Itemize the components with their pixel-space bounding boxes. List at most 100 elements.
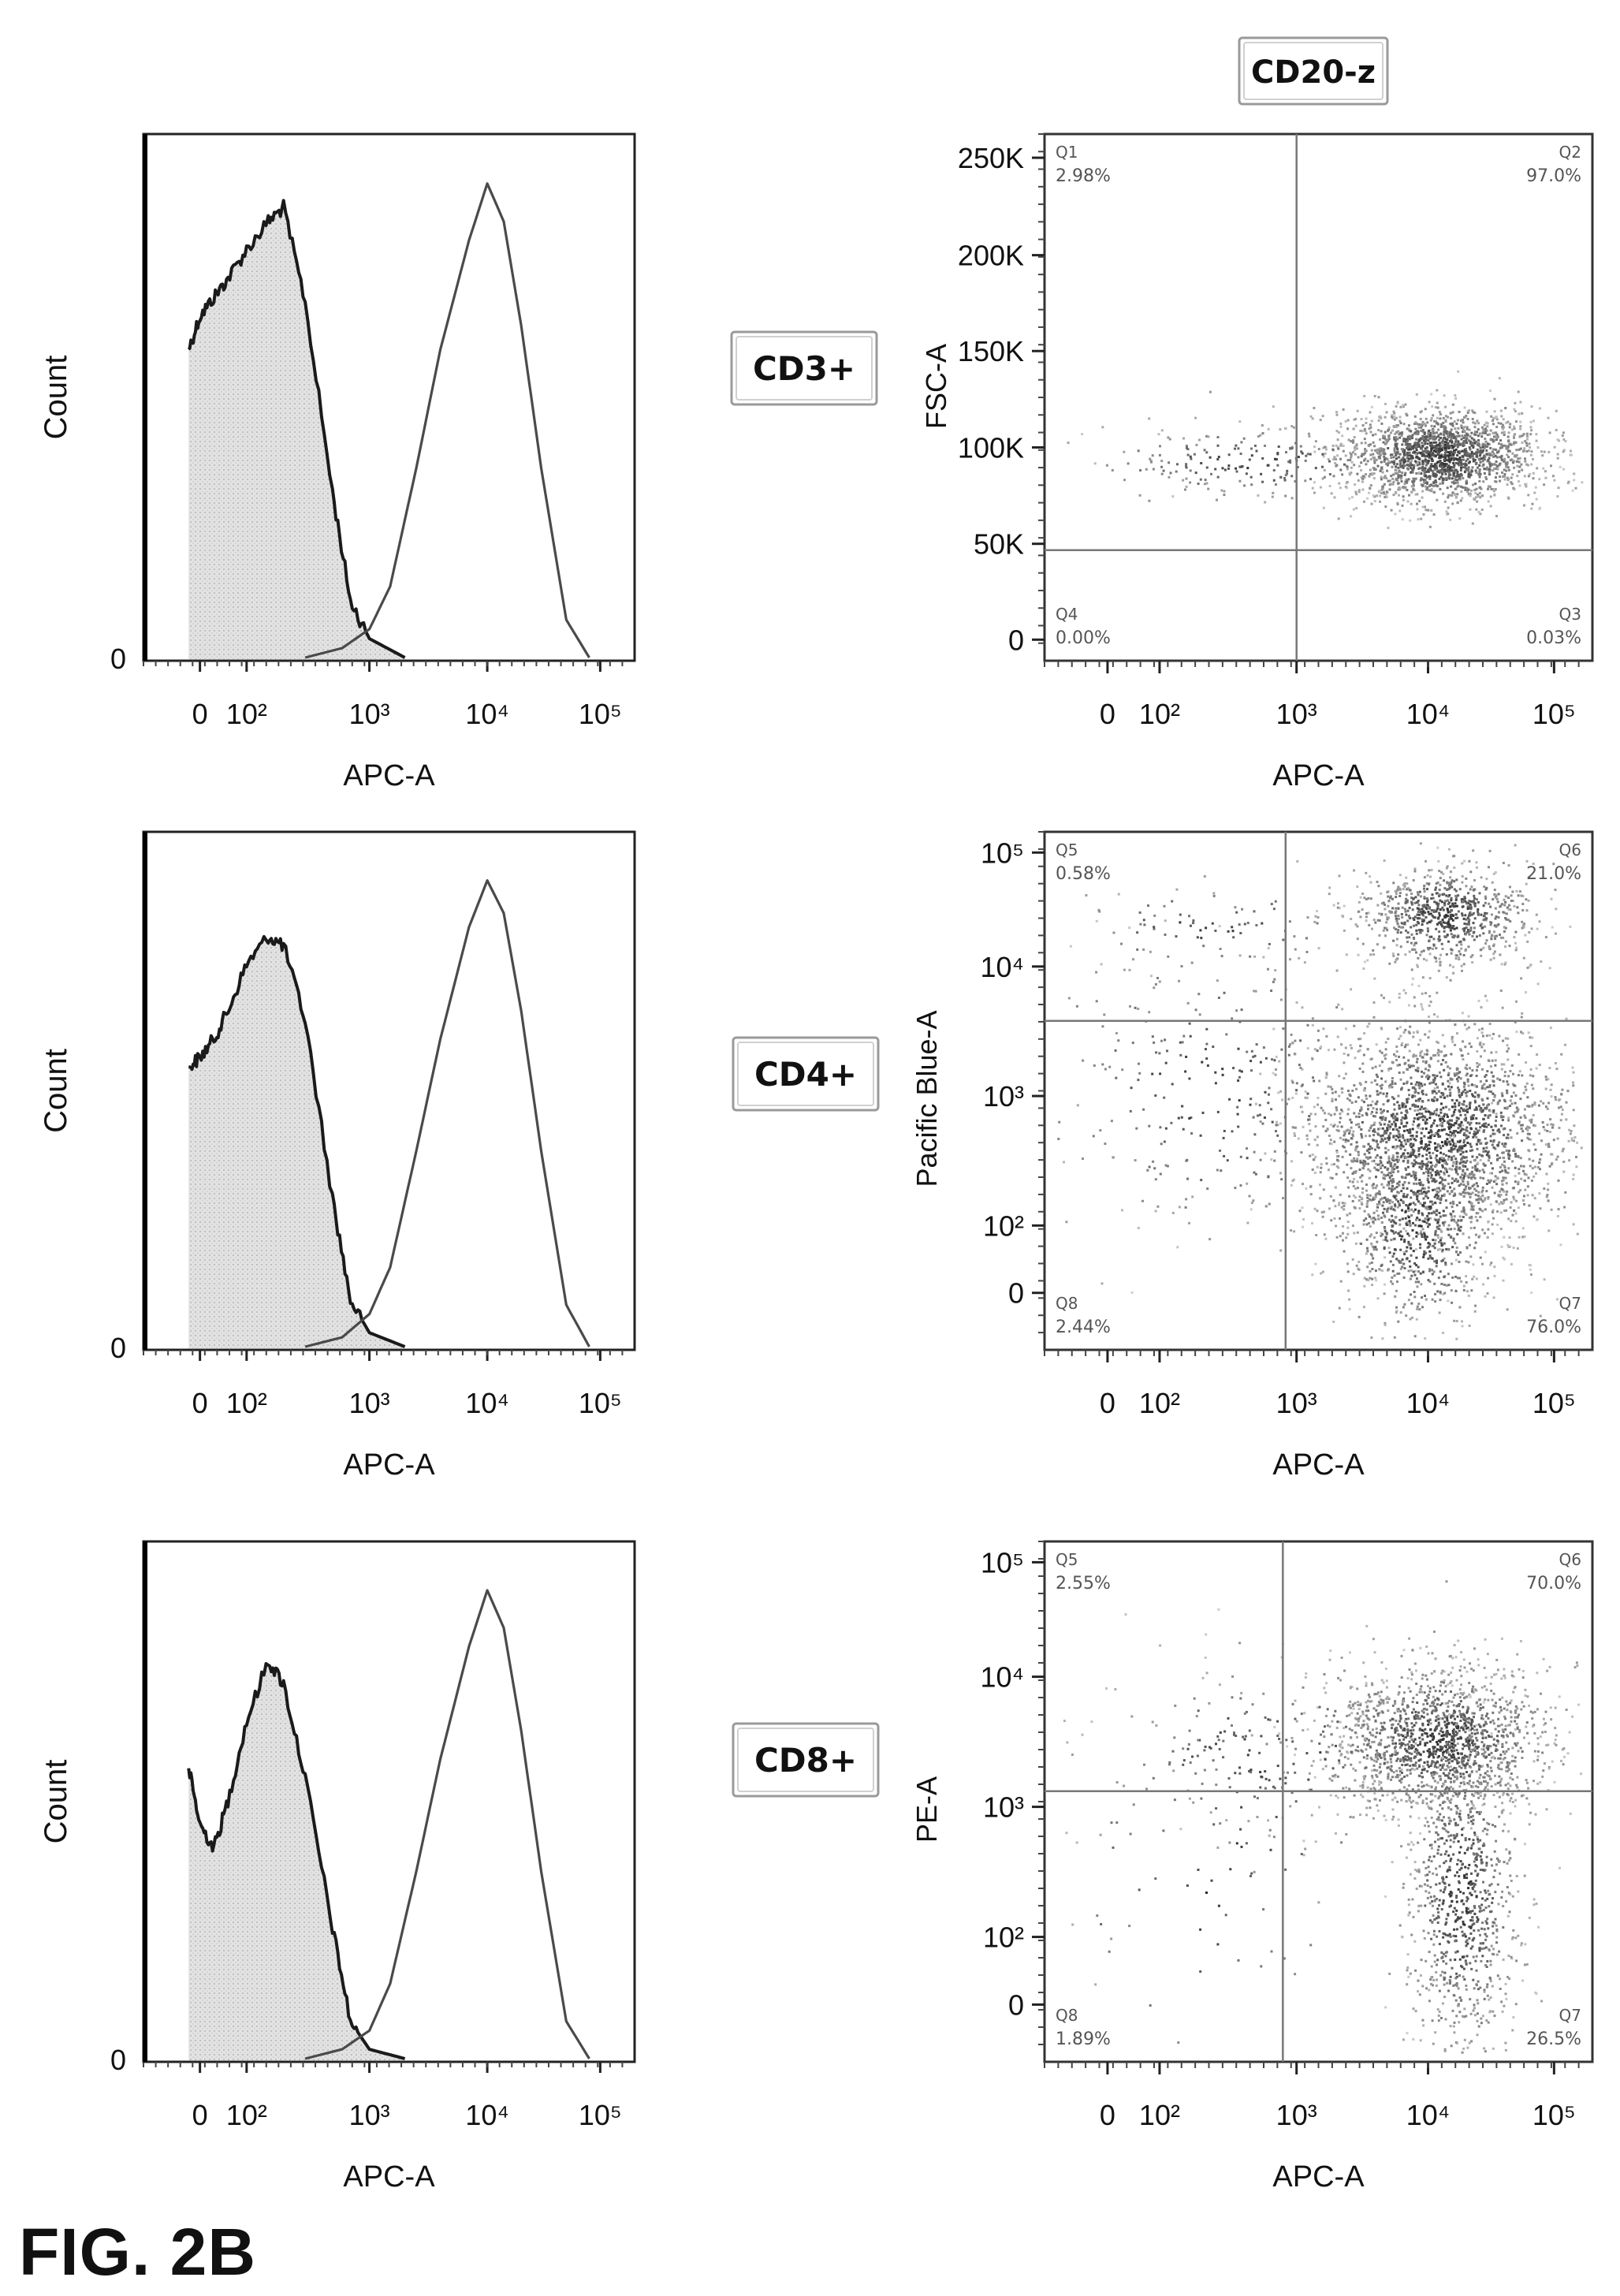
x-tick-label: 0 <box>192 2099 208 2131</box>
histogram-panel: 0 10² 10³ 10⁴ 10⁵ 0 APC-A Count <box>39 1540 636 2194</box>
row-label: CD4+ <box>754 1055 857 1094</box>
y-tick-label: 150K <box>958 335 1024 367</box>
y-tick-label: 250K <box>958 142 1024 174</box>
x-tick-label: 10⁵ <box>1532 698 1576 730</box>
quadrant-percent: 1.89% <box>1056 2030 1111 2049</box>
y-tick-label: 10² <box>983 1921 1024 1954</box>
x-tick-label: 10⁴ <box>1406 1387 1451 1419</box>
y-tick-label: 0 <box>1008 624 1024 656</box>
row-label-frame <box>732 1722 880 1798</box>
quadrant-name: Q7 <box>1559 1294 1581 1313</box>
dot-plot-panel: Q5 0.58% Q6 21.0% Q7 76.0% Q8 2.44% 0 10² 10³ 10⁴ 10… <box>911 830 1594 1482</box>
x-axis-label: APC-A <box>1272 759 1365 792</box>
row-label-inner-frame <box>736 336 873 401</box>
event-dots <box>1067 370 1584 529</box>
y-tick-label: 10² <box>983 1210 1024 1242</box>
y-tick-label: 0 <box>110 1332 126 1364</box>
row-label: CD3+ <box>753 349 855 388</box>
row-label-frame <box>732 1036 880 1112</box>
y-tick-label: 10³ <box>983 1791 1024 1824</box>
car-positive-curve <box>304 1589 590 2060</box>
x-tick-label: 10⁴ <box>1406 2099 1451 2131</box>
x-tick-label: 10³ <box>349 2099 390 2131</box>
y-tick-label: 200K <box>958 240 1024 272</box>
x-tick-label: 10² <box>226 1387 267 1419</box>
row-label-box: CD3+ <box>730 330 878 406</box>
x-tick-label: 10⁵ <box>579 698 622 730</box>
x-tick-label: 10³ <box>1276 2099 1317 2131</box>
y-tick-label: 0 <box>110 643 126 675</box>
event-dots <box>1057 842 1583 1340</box>
quadrant-percent: 2.44% <box>1056 1318 1111 1337</box>
negative-control-curve <box>188 934 406 1348</box>
y-tick-label: 0 <box>110 2044 126 2076</box>
header-label-inner-frame <box>1243 42 1384 100</box>
x-tick-label: 0 <box>1100 2099 1115 2131</box>
x-tick-label: 10² <box>1139 698 1180 730</box>
row-label-inner-frame <box>737 1728 874 1792</box>
x-axis-label: APC-A <box>343 2160 435 2194</box>
dot-plot-panel: Q1 2.98% Q2 97.0% Q3 0.03% Q4 0.00% 0 10² 10³ 10⁴ 10… <box>920 132 1594 792</box>
x-tick-label: 10⁴ <box>465 698 509 730</box>
x-tick-label: 10² <box>1139 1387 1180 1419</box>
quadrant-name: Q5 <box>1056 840 1078 859</box>
car-positive-curve <box>304 879 590 1348</box>
x-tick-label: 10² <box>226 698 267 730</box>
row-label-box: CD8+ <box>732 1722 880 1798</box>
population-labels: CD20-z CD3+ CD4+ CD8+ <box>730 36 1389 1798</box>
quadrant-percent: 2.55% <box>1056 1574 1111 1593</box>
x-tick-label: 0 <box>192 698 208 730</box>
negative-control-curve <box>187 1662 406 2060</box>
dot-plot-frame <box>1043 132 1594 662</box>
quadrant-name: Q1 <box>1056 143 1078 162</box>
row-label-inner-frame <box>737 1042 874 1106</box>
x-tick-label: 10⁵ <box>1532 2099 1576 2131</box>
y-axis-label: Count <box>39 356 73 440</box>
x-axis-label: APC-A <box>343 759 435 792</box>
quadrant-name: Q7 <box>1559 2006 1581 2025</box>
x-tick-label: 10⁵ <box>1532 1387 1576 1419</box>
row-label-frame <box>730 330 878 406</box>
header-label: CD20-z <box>1251 54 1376 91</box>
x-axis-label: APC-A <box>1272 2160 1365 2194</box>
quadrant-name: Q6 <box>1559 1550 1581 1569</box>
quadrant-name: Q6 <box>1559 840 1581 859</box>
y-tick-label: 0 <box>1008 1277 1024 1310</box>
x-tick-label: 0 <box>1100 1387 1115 1419</box>
x-tick-label: 10⁵ <box>579 2099 622 2131</box>
y-axis-label: Count <box>39 1049 73 1133</box>
header-label-frame <box>1238 36 1389 106</box>
y-axis-label: FSC-A <box>920 344 952 429</box>
x-tick-label: 10⁵ <box>579 1387 622 1419</box>
quadrant-percent: 0.00% <box>1056 628 1111 648</box>
dot-plot-panels: Q1 2.98% Q2 97.0% Q3 0.03% Q4 0.00% 0 10² 10³ 10⁴ 10… <box>911 132 1594 2194</box>
quadrant-name: Q8 <box>1056 2006 1078 2025</box>
x-tick-label: 10³ <box>349 698 390 730</box>
histogram-panel: 0 10² 10³ 10⁴ 10⁵ 0 APC-A Count <box>39 830 636 1482</box>
quadrant-name: Q8 <box>1056 1294 1078 1313</box>
quadrant-percent: 76.0% <box>1526 1318 1581 1337</box>
quadrant-name: Q5 <box>1056 1550 1078 1569</box>
x-tick-label: 10⁴ <box>465 2099 509 2131</box>
row-label-box: CD4+ <box>732 1036 880 1112</box>
x-tick-label: 10⁴ <box>465 1387 509 1419</box>
y-tick-label: 100K <box>958 431 1024 464</box>
quadrant-percent: 21.0% <box>1526 864 1581 884</box>
y-axis-label: Count <box>39 1760 73 1844</box>
x-axis-label: APC-A <box>343 1448 435 1482</box>
y-tick-label: 0 <box>1008 1988 1024 2021</box>
x-tick-label: 10³ <box>1276 698 1317 730</box>
row-label: CD8+ <box>754 1741 857 1780</box>
negative-control-fill <box>188 936 405 1348</box>
quadrant-percent: 97.0% <box>1526 166 1581 186</box>
x-tick-label: 0 <box>1100 698 1115 730</box>
y-tick-label: 10⁴ <box>980 1661 1024 1694</box>
car-positive-curve <box>304 182 590 659</box>
y-axis-label: PE-A <box>911 1776 943 1843</box>
y-tick-label: 10⁴ <box>980 951 1024 983</box>
quadrant-percent: 70.0% <box>1526 1574 1581 1593</box>
quadrant-percent: 2.98% <box>1056 166 1111 186</box>
quadrant-percent: 26.5% <box>1526 2030 1581 2049</box>
y-tick-label: 10⁵ <box>981 837 1024 869</box>
